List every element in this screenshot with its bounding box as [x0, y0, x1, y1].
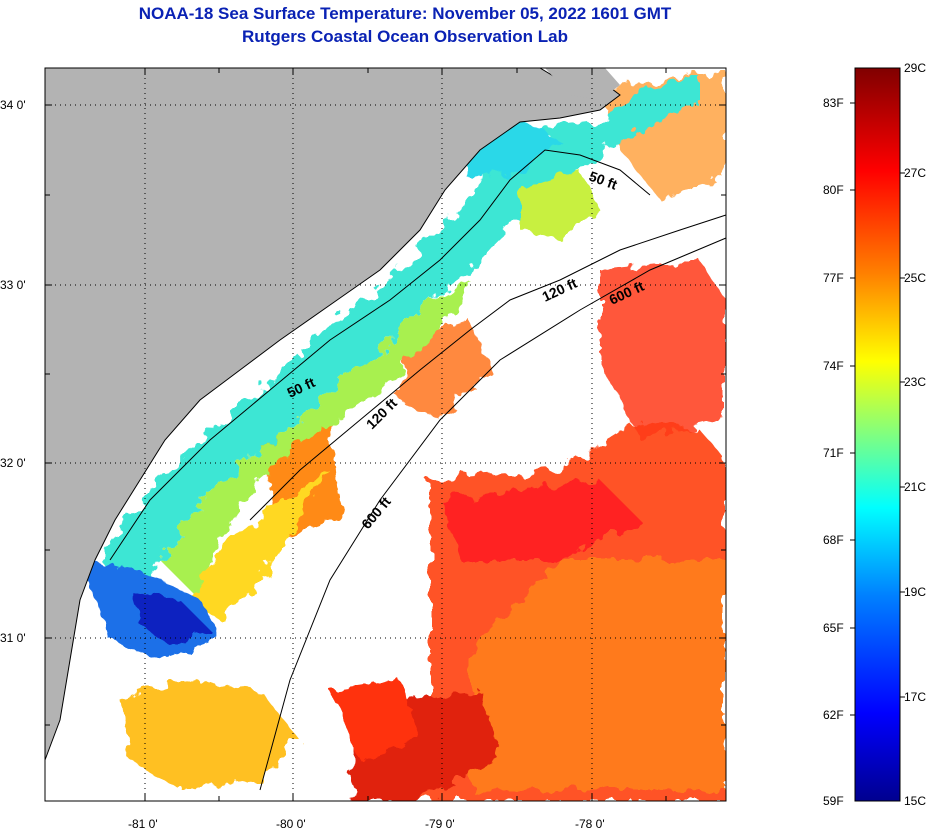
colorbar-f-label: 83F: [823, 96, 844, 110]
colorbar-f-label: 65F: [823, 621, 844, 635]
map-subtitle: Rutgers Coastal Ocean Observation Lab: [242, 27, 568, 46]
lat-label-31: 31 0': [0, 631, 26, 645]
coastal-cool-band: [80, 75, 700, 790]
map-frame: [44, 67, 727, 802]
contour-50ft-line: [109, 149, 651, 561]
colorbar-c-label: 27C: [904, 166, 927, 180]
lon-label-79: -79 0': [425, 817, 455, 831]
map-title: NOAA-18 Sea Surface Temperature: Novembe…: [138, 4, 672, 23]
land-mass-north: [545, 68, 620, 100]
colorbar-f-label: 74F: [823, 359, 844, 373]
map-frame-content: [45, 68, 726, 801]
colorbar-ticks: [850, 102, 905, 716]
colorbar-f-label: 62F: [823, 708, 844, 722]
warm-water-regions: [260, 70, 726, 801]
lat-label-34: 34 0': [0, 98, 26, 112]
colorbar-f-label: 80F: [823, 183, 844, 197]
contour-120ft-line: [249, 214, 727, 521]
axis-ticks: [45, 68, 726, 801]
lat-label-32: 32 0': [0, 456, 26, 470]
colorbar-c-label: 21C: [904, 480, 927, 494]
colorbar-c-label: 17C: [904, 690, 927, 704]
bathymetry-contours: [109, 149, 727, 791]
colorbar-f-label: 77F: [823, 271, 844, 285]
colorbar-c-label: 23C: [904, 375, 927, 389]
colorbar-c-label: 15C: [904, 794, 927, 808]
lon-label-78: -78 0': [575, 817, 605, 831]
lat-label-33: 33 0': [0, 278, 26, 292]
colorbar-c-label: 29C: [904, 61, 927, 75]
lon-label-80: -80 0': [276, 817, 306, 831]
colorbar-c-label: 25C: [904, 271, 927, 285]
contour-600ft-line: [259, 237, 727, 791]
colorbar: [854, 67, 901, 802]
graticule: [45, 68, 726, 801]
colorbar-f-label: 71F: [823, 446, 844, 460]
land-mass: [45, 68, 621, 761]
colorbar-f-label: 68F: [823, 533, 844, 547]
colorbar-f-label: 59F: [823, 794, 844, 808]
lon-label-81: -81 0': [128, 817, 158, 831]
colorbar-c-label: 19C: [904, 585, 927, 599]
